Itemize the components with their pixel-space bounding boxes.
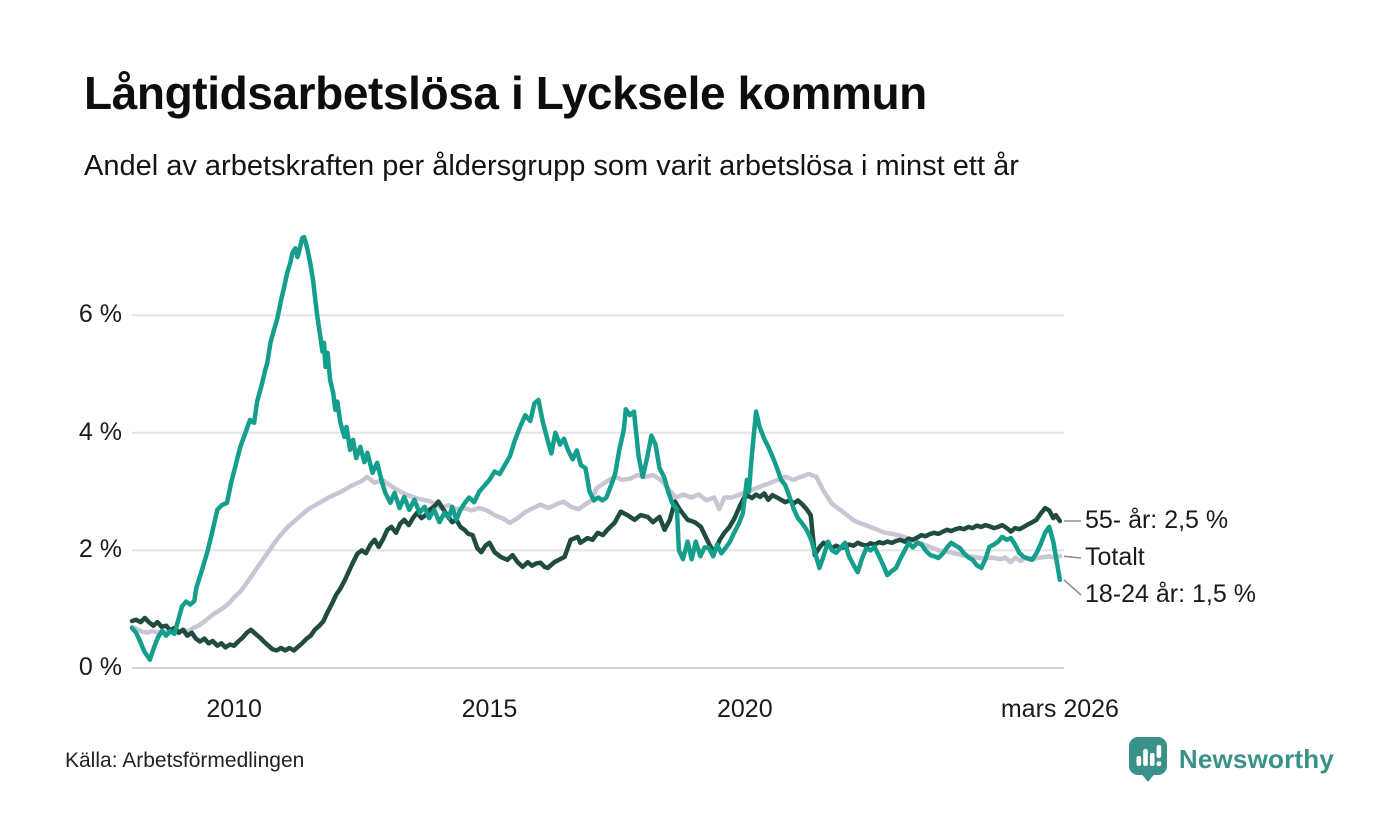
series-end-label-55-ar: 55- år: 2,5 % (1085, 506, 1229, 534)
newsworthy-bubble-chart-icon (1128, 737, 1167, 782)
label-leader-line (1063, 555, 1082, 559)
chart-title: Långtidsarbetslösa i Lycksele kommun (84, 67, 927, 119)
newsworthy-wordmark: Newsworthy (1178, 744, 1334, 774)
series-line-18-24-ar (129, 234, 1063, 663)
y-axis-tick-label: 0 % (78, 653, 122, 681)
x-axis-tick-label: mars 2026 (1000, 695, 1119, 723)
x-axis-tick-label: 2020 (717, 695, 773, 723)
source-note: Källa: Arbetsförmedlingen (65, 749, 305, 772)
series-line-55-ar (129, 491, 1063, 653)
series-end-label-totalt: Totalt (1085, 543, 1145, 571)
chart-subtitle: Andel av arbetskraften per åldersgrupp s… (84, 150, 1019, 182)
label-leader-line (1063, 579, 1082, 596)
x-axis-tick-label: 2010 (206, 695, 262, 723)
series-end-label-18-24-ar: 18-24 år: 1,5 % (1085, 580, 1256, 608)
newsworthy-logo: Newsworthy (1128, 736, 1334, 783)
y-axis-tick-label: 2 % (78, 535, 122, 564)
y-axis-tick-label: 4 % (78, 417, 122, 446)
y-axis-tick-label: 6 % (78, 300, 122, 329)
x-axis-tick-label: 2015 (461, 695, 518, 723)
